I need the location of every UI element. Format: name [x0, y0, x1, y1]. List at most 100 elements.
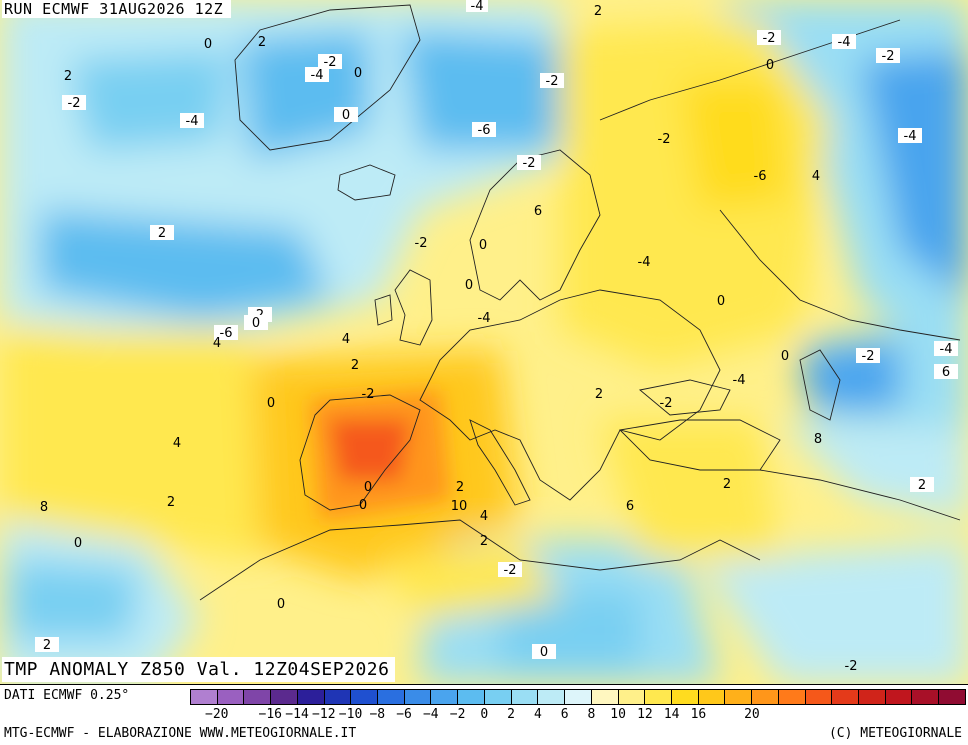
svg-text:0: 0 — [74, 536, 82, 551]
contour-label: 0 — [359, 498, 367, 513]
contour-label: -2 — [658, 132, 671, 147]
colorbar — [190, 689, 966, 705]
contour-label: -2 — [498, 562, 522, 578]
contour-label: -4 — [832, 34, 856, 50]
anomaly-field — [0, 0, 968, 684]
colorbar-ticks: −20 −16 −14 −12 −10 −8 −6 −4 −2 0 2 4 6 8 10 12 14 16 20 — [190, 707, 966, 723]
contour-label: 2 — [456, 480, 464, 495]
svg-text:4: 4 — [480, 509, 488, 524]
colorbar-tick-label: 10 — [610, 707, 626, 722]
contour-label: 10 — [451, 499, 468, 514]
colorbar-tick-label: −4 — [422, 707, 439, 722]
colorbar-swatch — [431, 690, 459, 704]
colorbar-swatch — [698, 690, 726, 704]
svg-text:-6: -6 — [220, 326, 233, 341]
svg-text:4: 4 — [342, 332, 350, 347]
contour-label: 2 — [351, 358, 359, 373]
credit-left: MTG-ECMWF - ELABORAZIONE WWW.METEOGIORNA… — [4, 726, 357, 741]
contour-label: -6 — [214, 325, 238, 341]
svg-text:8: 8 — [40, 500, 48, 515]
svg-text:0: 0 — [465, 278, 473, 293]
run-title: RUN ECMWF 31AUG2026 12Z — [2, 0, 232, 18]
colorbar-swatch — [645, 690, 672, 704]
colorbar-swatch — [538, 690, 566, 704]
colorbar-tick-label: 12 — [637, 707, 653, 722]
contour-label: 4 — [213, 336, 221, 351]
contour-label: -2 — [362, 387, 375, 402]
contour-label: 0 — [717, 294, 725, 309]
svg-text:0: 0 — [364, 480, 372, 495]
svg-text:-4: -4 — [471, 0, 484, 14]
contour-labels: -4 2 0 2 -2 -4 -2 0 -2 -4 -2 -6 -4 0 2 -… — [35, 0, 958, 674]
svg-text:6: 6 — [942, 365, 950, 380]
contour-label: 2 — [910, 477, 934, 493]
svg-text:2: 2 — [723, 477, 731, 492]
colorbar-swatch — [297, 690, 325, 704]
svg-text:0: 0 — [781, 349, 789, 364]
svg-text:6: 6 — [626, 499, 634, 514]
svg-text:-4: -4 — [638, 255, 651, 270]
colorbar-swatch — [912, 690, 940, 704]
contour-label: 4 — [342, 332, 350, 347]
svg-text:-4: -4 — [940, 342, 953, 357]
contour-label: -2 — [845, 659, 858, 674]
svg-text:2: 2 — [595, 387, 603, 402]
contour-label: 4 — [812, 169, 820, 184]
contour-label: -2 — [415, 236, 428, 251]
contour-label: 0 — [267, 396, 275, 411]
svg-text:-2: -2 — [324, 55, 337, 70]
contour-label: 2 — [64, 69, 72, 84]
contour-label: 0 — [766, 58, 774, 73]
contour-label: -2 — [62, 95, 86, 111]
colorbar-tick-label: 16 — [690, 707, 707, 722]
contour-label: 2 — [595, 387, 603, 402]
colorbar-swatch — [591, 690, 619, 704]
contour-label: -4 — [478, 311, 491, 326]
colorbar-swatch — [939, 690, 965, 704]
colorbar-tick-label: −6 — [396, 707, 412, 722]
svg-text:2: 2 — [167, 495, 175, 510]
svg-text:0: 0 — [252, 316, 260, 331]
contour-label: 8 — [814, 432, 822, 447]
colorbar-swatch — [671, 690, 699, 704]
colorbar-swatch — [725, 690, 753, 704]
svg-text:2: 2 — [456, 480, 464, 495]
svg-text:6: 6 — [534, 204, 542, 219]
svg-text:-6: -6 — [478, 123, 491, 138]
colorbar-tick-label: 4 — [533, 707, 542, 722]
svg-text:-2: -2 — [68, 96, 81, 111]
contour-label: 0 — [204, 37, 212, 52]
footer: DATI ECMWF 0.25° −20 −16 −14 −12 −10 −8 −6 −4 −2… — [0, 684, 968, 745]
colorbar-swatch — [484, 690, 512, 704]
colorbar-swatch — [244, 690, 272, 704]
data-source-label: DATI ECMWF 0.25° — [4, 688, 130, 703]
colorbar-swatch — [511, 690, 539, 704]
svg-text:-2: -2 — [504, 563, 517, 578]
credit-right: (C) METEOGIORNALE — [828, 726, 962, 741]
svg-text:-2: -2 — [523, 156, 536, 171]
svg-text:2: 2 — [918, 478, 926, 493]
svg-text:-6: -6 — [754, 169, 767, 184]
svg-text:0: 0 — [717, 294, 725, 309]
colorbar-swatch — [217, 690, 245, 704]
contour-label: -4 — [638, 255, 651, 270]
contour-label: 2 — [150, 225, 174, 241]
svg-text:-2: -2 — [862, 349, 875, 364]
contour-label: -4 — [466, 0, 488, 14]
svg-text:2: 2 — [351, 358, 359, 373]
colorbar-swatch — [752, 690, 779, 704]
contour-label: 0 — [465, 278, 473, 293]
contour-label: 8 — [40, 500, 48, 515]
contour-label: 6 — [626, 499, 634, 514]
contour-label: -4 — [898, 128, 922, 144]
colorbar-tick-label: 14 — [663, 707, 680, 722]
colorbar-swatch — [565, 690, 592, 704]
svg-text:0: 0 — [277, 597, 285, 612]
svg-text:-4: -4 — [186, 114, 199, 129]
svg-text:-2: -2 — [415, 236, 428, 251]
contour-label: -4 — [934, 341, 958, 357]
contour-label: 0 — [334, 107, 358, 123]
svg-text:2: 2 — [258, 35, 266, 50]
svg-text:-2: -2 — [362, 387, 375, 402]
